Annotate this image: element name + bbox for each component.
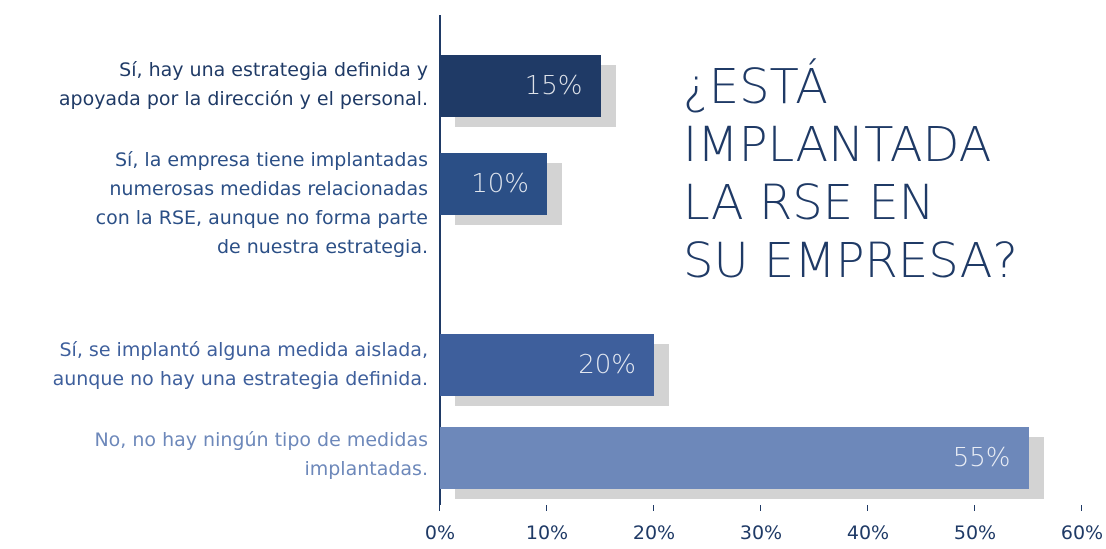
x-tick-label: 30% <box>739 522 783 544</box>
tick-mark <box>1081 505 1082 511</box>
tick-mark <box>546 505 547 511</box>
tick-mark <box>760 505 761 511</box>
category-label: Sí, se implantó alguna medida aislada, a… <box>52 339 428 390</box>
category-label: Sí, la empresa tiene implantadas numeros… <box>95 149 428 258</box>
x-tick-label: 20% <box>632 522 676 544</box>
bar <box>440 427 1029 489</box>
chart-title: ¿ESTÁ IMPLANTADA LA RSE EN SU EMPRESA? <box>683 59 1018 289</box>
x-tick-label: 0% <box>424 522 456 544</box>
value-label: 10% <box>471 169 529 199</box>
category-label: No, no hay ningún tipo de medidas implan… <box>94 429 428 480</box>
value-label: 55% <box>952 443 1011 473</box>
value-label: 15% <box>524 71 583 101</box>
tick-mark <box>974 505 975 511</box>
x-tick-label: 50% <box>953 522 997 544</box>
tick-mark <box>653 505 654 511</box>
tick-mark <box>867 505 868 511</box>
category-label: Sí, hay una estrategia definida y apoyad… <box>58 59 428 110</box>
y-axis <box>439 15 441 505</box>
bar <box>440 334 654 396</box>
x-tick-label: 40% <box>846 522 890 544</box>
value-label: 20% <box>578 350 636 380</box>
tick-mark <box>439 505 440 511</box>
x-tick-label: 10% <box>525 522 569 544</box>
x-tick-label: 60% <box>1060 522 1104 544</box>
bar <box>440 55 601 117</box>
bar <box>440 153 547 215</box>
